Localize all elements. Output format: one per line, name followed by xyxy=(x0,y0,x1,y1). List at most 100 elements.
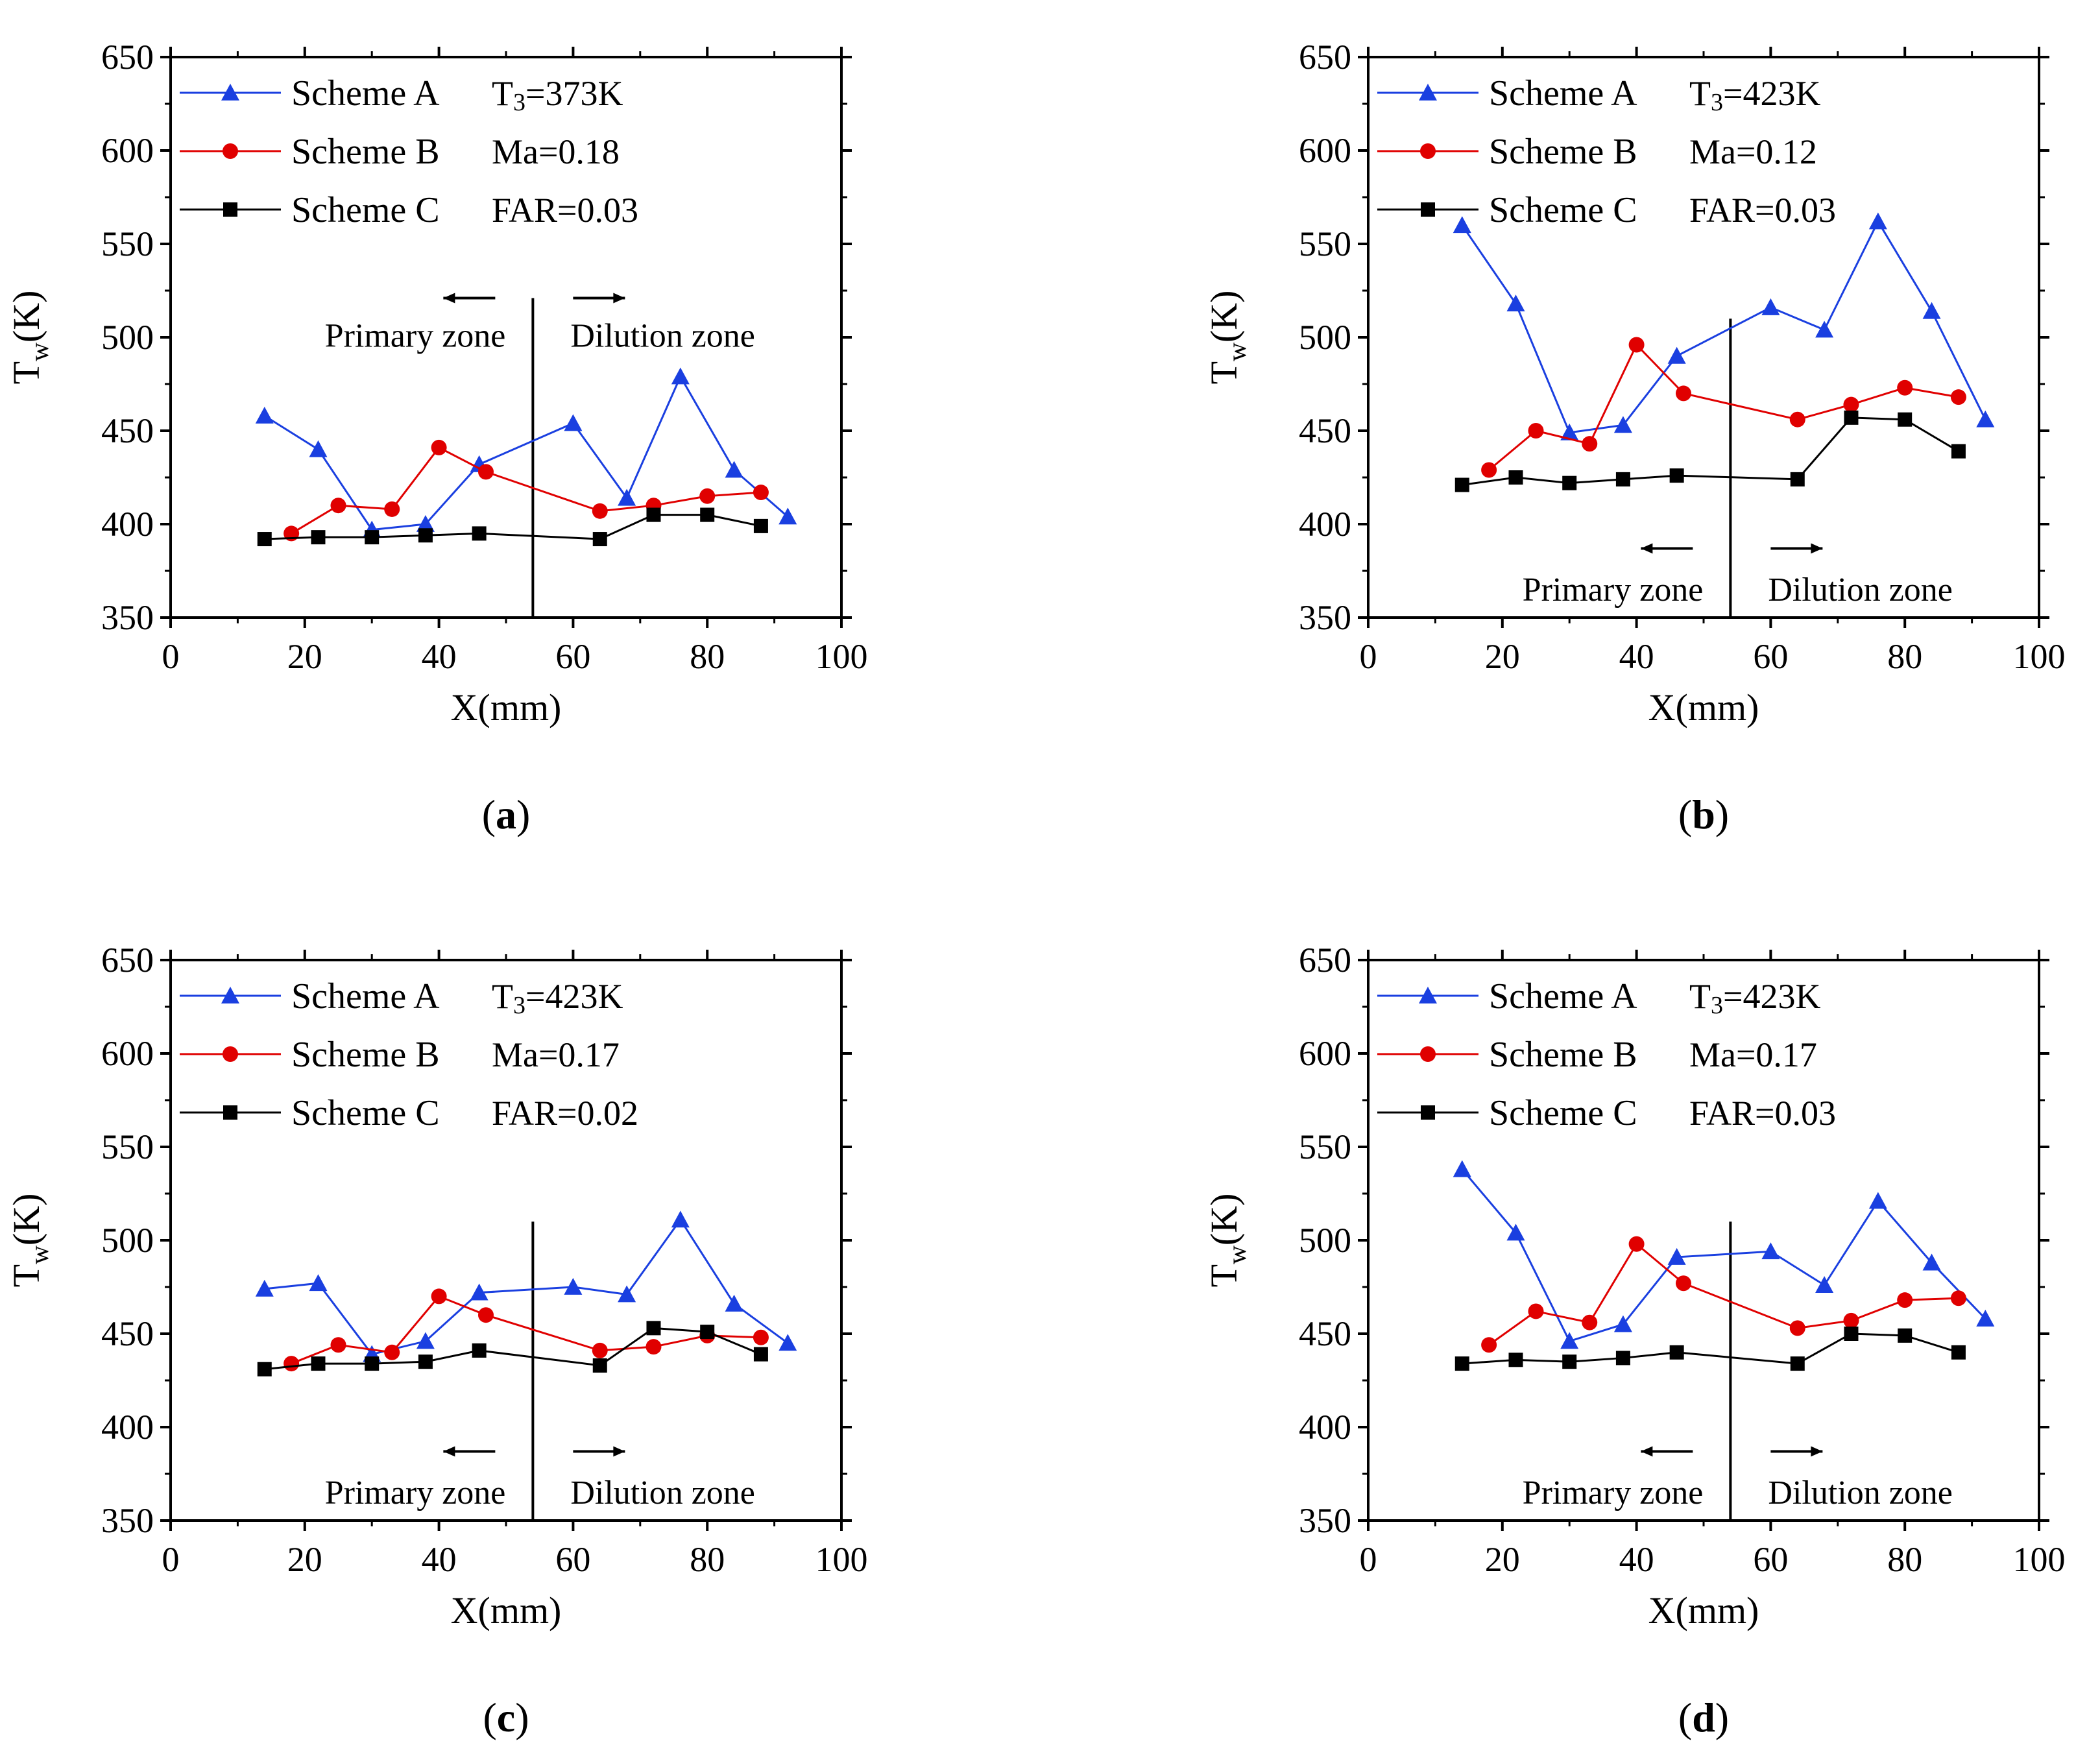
condition-label: Ma=0.12 xyxy=(1689,132,1817,171)
legend-marker xyxy=(1419,987,1437,1004)
data-point xyxy=(1815,320,1834,338)
data-point xyxy=(1976,1309,1995,1327)
data-point xyxy=(477,464,494,480)
data-point xyxy=(472,1343,487,1358)
series-line xyxy=(1462,1332,1959,1365)
x-tick-label: 80 xyxy=(690,637,725,676)
y-tick-label: 400 xyxy=(1299,505,1351,544)
data-point xyxy=(725,461,743,478)
condition-label: T3=423K xyxy=(492,977,623,1019)
data-point xyxy=(753,1329,769,1345)
legend-marker xyxy=(223,1046,238,1062)
data-point xyxy=(1613,1315,1632,1332)
data-point xyxy=(416,515,435,532)
data-point xyxy=(1843,1312,1859,1329)
legend-item: Scheme B xyxy=(180,1035,440,1075)
legend-marker xyxy=(1420,143,1436,159)
data-point xyxy=(1897,1292,1913,1308)
y-tick-label: 500 xyxy=(101,1221,154,1260)
data-point xyxy=(477,1307,494,1323)
data-point xyxy=(564,1278,583,1295)
x-tick-label: 100 xyxy=(2013,1540,2066,1579)
condition-label: Ma=0.18 xyxy=(492,132,620,171)
data-point xyxy=(753,518,768,533)
data-point xyxy=(1528,423,1544,439)
data-point xyxy=(1454,1356,1469,1371)
legend-label: Scheme B xyxy=(1489,1035,1637,1075)
data-point xyxy=(309,1274,328,1292)
y-tick-label: 500 xyxy=(1299,1221,1351,1260)
legend-item: Scheme A xyxy=(180,976,440,1016)
x-tick-label: 100 xyxy=(2013,637,2066,676)
data-point xyxy=(778,1334,797,1351)
data-point xyxy=(1506,295,1525,312)
data-point xyxy=(1667,1247,1686,1265)
y-tick-label: 350 xyxy=(1299,1501,1351,1540)
legend-item: Scheme B xyxy=(1377,1035,1637,1075)
primary-zone-arrow xyxy=(1641,543,1693,554)
legend-label: Scheme C xyxy=(291,190,440,230)
series-line xyxy=(264,514,762,540)
y-tick-label: 650 xyxy=(101,38,154,77)
data-point xyxy=(365,1356,380,1371)
data-point xyxy=(1790,1356,1805,1371)
condition-label: FAR=0.03 xyxy=(492,191,638,230)
condition-label: T3=423K xyxy=(1689,74,1820,116)
y-tick-label: 400 xyxy=(1299,1408,1351,1447)
x-tick-label: 100 xyxy=(815,637,868,676)
data-point xyxy=(431,1288,447,1305)
data-point xyxy=(311,1356,326,1371)
legend-marker xyxy=(223,202,237,217)
data-point xyxy=(418,1354,433,1369)
dilution-zone-arrow xyxy=(1770,543,1823,554)
data-point xyxy=(284,1356,300,1372)
data-point xyxy=(1675,385,1691,402)
y-tick-label: 400 xyxy=(101,505,154,544)
condition-label: FAR=0.02 xyxy=(492,1094,638,1133)
y-tick-label: 600 xyxy=(101,131,154,170)
x-tick-label: 60 xyxy=(555,1540,590,1579)
dilution-zone-label: Dilution zone xyxy=(570,317,755,354)
y-tick-label: 550 xyxy=(101,224,154,263)
legend-item: Scheme B xyxy=(180,132,440,172)
data-point xyxy=(1789,1320,1805,1336)
x-tick-label: 60 xyxy=(555,637,590,676)
data-point xyxy=(618,488,636,506)
dilution-zone-arrow xyxy=(573,293,625,304)
y-tick-label: 550 xyxy=(1299,1127,1351,1166)
data-point xyxy=(753,485,769,501)
chart-panel-b: 0 20 40 60 80 100 350 400 450 500 550 600 650 X(mm) Tw… xyxy=(1203,38,2066,837)
x-axis-title: X(mm) xyxy=(451,686,562,728)
data-point xyxy=(1844,1327,1859,1341)
legend-label: Scheme C xyxy=(291,1093,440,1133)
x-tick-label: 80 xyxy=(1887,1540,1922,1579)
legend-label: Scheme A xyxy=(1489,976,1637,1016)
legend-item: Scheme C xyxy=(180,190,440,230)
y-tick-label: 650 xyxy=(1299,38,1351,77)
data-point xyxy=(1453,216,1471,234)
data-point xyxy=(1669,468,1684,483)
data-point xyxy=(564,414,583,431)
data-point xyxy=(330,498,346,514)
data-point xyxy=(1950,389,1966,405)
x-tick-label: 40 xyxy=(1619,637,1654,676)
series-scheme-b xyxy=(1481,1236,1966,1353)
y-tick-label: 450 xyxy=(101,1314,154,1353)
y-tick-label: 400 xyxy=(101,1408,154,1447)
data-point xyxy=(1508,1353,1523,1367)
data-point xyxy=(671,1210,690,1228)
data-point xyxy=(592,503,608,519)
y-axis-title: Tw(K) xyxy=(1203,1194,1251,1288)
data-point xyxy=(1506,1223,1525,1241)
x-tick-label: 40 xyxy=(422,1540,457,1579)
series-scheme-a xyxy=(1453,212,1995,440)
panel-label: (b) xyxy=(1678,791,1729,837)
series-scheme-c xyxy=(257,1321,768,1377)
data-point xyxy=(1508,470,1523,485)
data-point xyxy=(255,406,274,424)
data-point xyxy=(700,507,715,522)
data-point xyxy=(1922,1253,1941,1271)
data-point xyxy=(1562,475,1577,490)
legend-label: Scheme C xyxy=(1489,190,1637,230)
